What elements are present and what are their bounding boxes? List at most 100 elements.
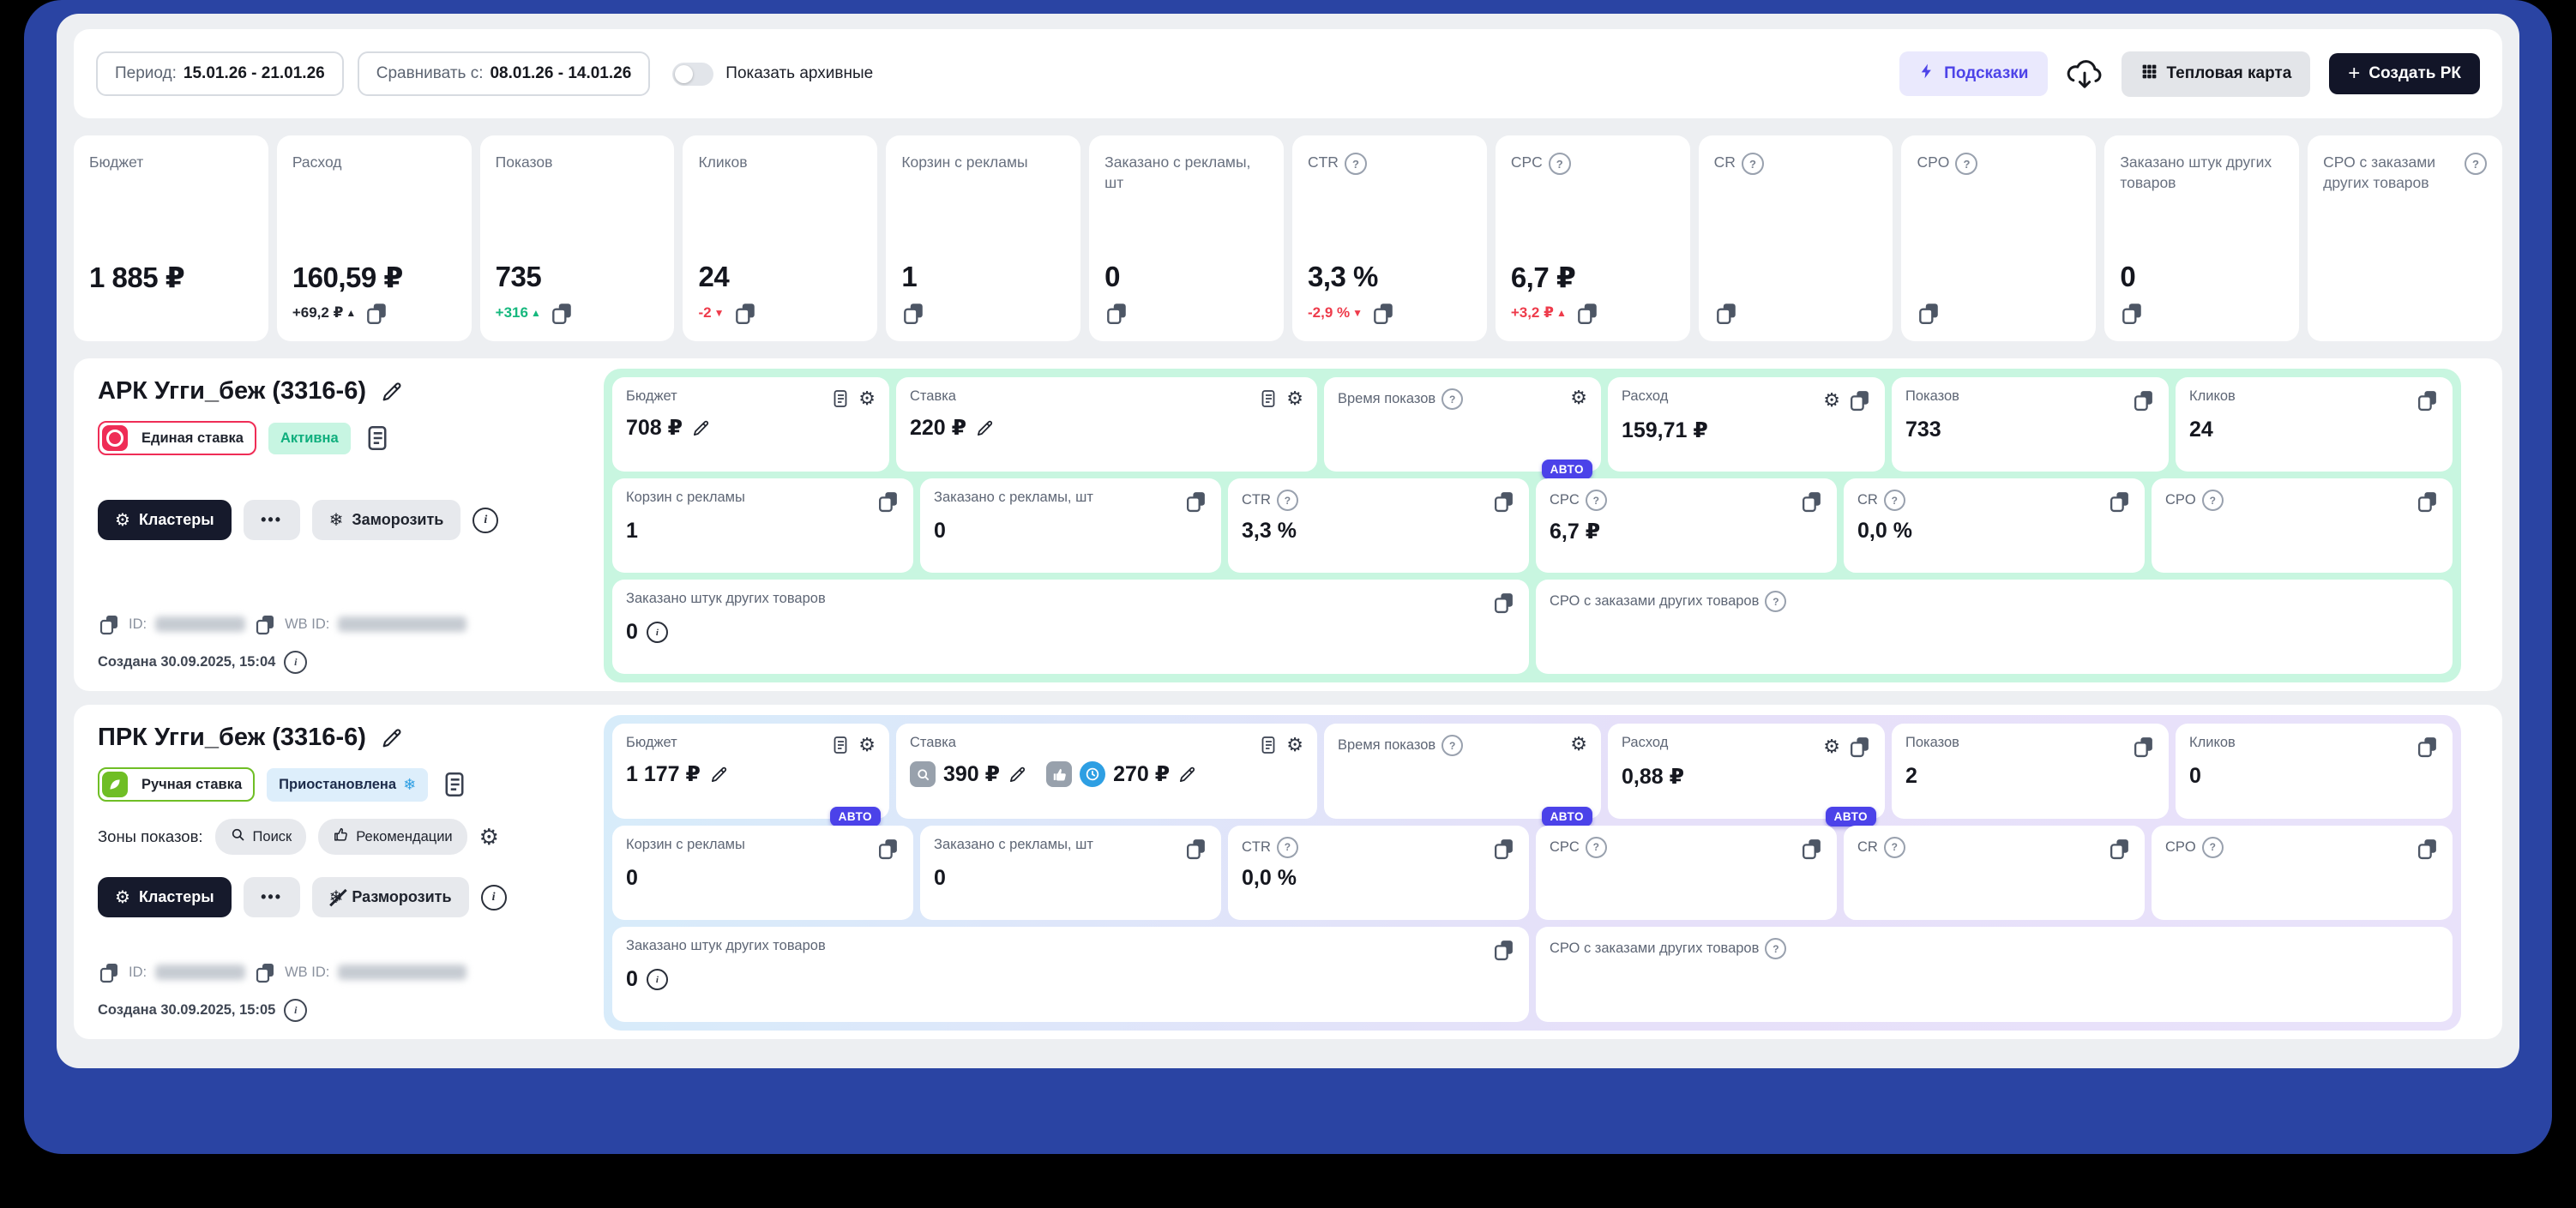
help-icon[interactable]: ? <box>1741 153 1764 175</box>
more-actions-button[interactable]: ••• <box>243 877 300 917</box>
compare-picker[interactable]: Сравнивать с: 08.01.26 - 14.01.26 <box>357 51 651 96</box>
help-icon[interactable]: ? <box>1883 836 1905 858</box>
copy-icon[interactable] <box>2132 388 2155 412</box>
copy-icon[interactable] <box>2108 490 2131 513</box>
info-icon[interactable]: i <box>646 622 668 643</box>
note-icon[interactable] <box>830 388 851 409</box>
gear-icon[interactable]: ⚙ <box>1570 733 1587 754</box>
edit-title-icon[interactable] <box>380 380 404 404</box>
copy-icon[interactable] <box>1492 938 1515 961</box>
copy-icon[interactable] <box>2120 301 2144 325</box>
copy-icon[interactable] <box>2416 735 2439 758</box>
help-icon[interactable]: ? <box>1765 591 1787 612</box>
copy-wbid-icon[interactable] <box>254 961 276 983</box>
help-icon[interactable]: ? <box>1548 153 1571 175</box>
help-icon[interactable]: ? <box>1883 490 1905 511</box>
clusters-button[interactable]: ⚙ Кластеры <box>98 500 232 540</box>
copy-icon[interactable] <box>1104 301 1129 325</box>
help-icon[interactable]: ? <box>1585 836 1607 858</box>
help-icon[interactable]: ? <box>1441 735 1464 756</box>
compare-label: Сравнивать с: <box>376 64 484 82</box>
help-icon[interactable]: ? <box>1955 153 1978 175</box>
copy-icon[interactable] <box>733 301 757 325</box>
heatmap-button[interactable]: Тепловая карта <box>2121 51 2311 97</box>
help-icon[interactable]: ? <box>1765 938 1787 960</box>
gear-icon[interactable]: ⚙ <box>1286 734 1303 755</box>
copy-icon[interactable] <box>1848 735 1871 758</box>
info-icon[interactable]: i <box>284 651 308 674</box>
help-icon[interactable]: ? <box>2201 490 2224 511</box>
copy-id-icon[interactable] <box>98 961 120 983</box>
single-bid-icon <box>102 425 128 451</box>
metric-label: Показов <box>495 153 553 171</box>
help-icon[interactable]: ? <box>2464 153 2487 175</box>
copy-icon[interactable] <box>2132 735 2155 758</box>
info-icon[interactable]: i <box>480 884 507 911</box>
copy-icon[interactable] <box>550 301 574 325</box>
zone-search-chip[interactable]: Поиск <box>214 819 307 855</box>
copy-id-icon[interactable] <box>98 613 120 635</box>
edit-icon[interactable] <box>975 418 995 438</box>
copy-icon[interactable] <box>1714 301 1738 325</box>
edit-icon[interactable] <box>1008 765 1027 784</box>
note-icon[interactable] <box>830 735 851 755</box>
hints-button[interactable]: Подсказки <box>1899 51 2048 96</box>
period-picker[interactable]: Период: 15.01.26 - 21.01.26 <box>96 51 344 96</box>
gear-icon[interactable]: ⚙ <box>1823 388 1840 411</box>
copy-icon[interactable] <box>1492 591 1515 614</box>
copy-icon[interactable] <box>1371 301 1395 325</box>
edit-icon[interactable] <box>691 418 711 438</box>
copy-icon[interactable] <box>901 301 925 325</box>
gear-icon[interactable]: ⚙ <box>478 824 499 850</box>
show-archived-toggle[interactable] <box>672 62 714 86</box>
gear-icon[interactable]: ⚙ <box>858 388 876 409</box>
help-icon[interactable]: ? <box>1344 153 1367 175</box>
note-icon[interactable] <box>440 770 469 799</box>
create-campaign-button[interactable]: + Создать РК <box>2329 53 2480 94</box>
copy-icon[interactable] <box>876 490 900 513</box>
cloud-download-icon[interactable] <box>2067 56 2103 92</box>
copy-icon[interactable] <box>876 837 900 860</box>
copy-icon[interactable] <box>2416 490 2439 513</box>
copy-icon[interactable] <box>2416 837 2439 860</box>
status-badge: Активна <box>268 422 351 454</box>
help-icon[interactable]: ? <box>1585 490 1607 511</box>
help-icon[interactable]: ? <box>1441 388 1464 410</box>
clusters-button[interactable]: ⚙ Кластеры <box>98 877 232 917</box>
copy-icon[interactable] <box>1800 490 1823 513</box>
copy-icon[interactable] <box>1848 388 1871 412</box>
copy-icon[interactable] <box>1575 301 1599 325</box>
unfreeze-button[interactable]: ❄ Разморозить <box>311 877 469 917</box>
copy-icon[interactable] <box>1917 301 1941 325</box>
zone-recommendations-chip[interactable]: Рекомендации <box>318 819 467 855</box>
help-icon[interactable]: ? <box>1276 490 1298 511</box>
freeze-button[interactable]: ❄ Заморозить <box>311 500 461 540</box>
note-icon[interactable] <box>1258 388 1279 409</box>
copy-wbid-icon[interactable] <box>254 613 276 635</box>
copy-icon[interactable] <box>2108 837 2131 860</box>
edit-icon[interactable] <box>1177 765 1197 784</box>
copy-icon[interactable] <box>1800 837 1823 860</box>
info-icon[interactable]: i <box>472 507 499 533</box>
search-icon <box>230 826 246 847</box>
note-icon[interactable] <box>363 424 392 453</box>
copy-icon[interactable] <box>1184 490 1207 513</box>
help-icon[interactable]: ? <box>1276 836 1298 858</box>
copy-icon[interactable] <box>1492 490 1515 513</box>
info-icon[interactable]: i <box>646 969 668 991</box>
help-icon[interactable]: ? <box>2201 836 2224 858</box>
gear-icon[interactable]: ⚙ <box>1570 387 1587 408</box>
copy-icon[interactable] <box>2416 388 2439 412</box>
edit-title-icon[interactable] <box>380 726 404 750</box>
gear-icon[interactable]: ⚙ <box>858 734 876 755</box>
edit-icon[interactable] <box>709 765 729 784</box>
snowflake-icon: ❄ <box>328 510 344 530</box>
more-actions-button[interactable]: ••• <box>243 500 300 540</box>
gear-icon[interactable]: ⚙ <box>1286 388 1303 409</box>
note-icon[interactable] <box>1258 735 1279 755</box>
copy-icon[interactable] <box>1492 837 1515 860</box>
gear-icon[interactable]: ⚙ <box>1823 735 1840 757</box>
copy-icon[interactable] <box>1184 837 1207 860</box>
info-icon[interactable]: i <box>284 999 308 1022</box>
copy-icon[interactable] <box>364 301 388 325</box>
